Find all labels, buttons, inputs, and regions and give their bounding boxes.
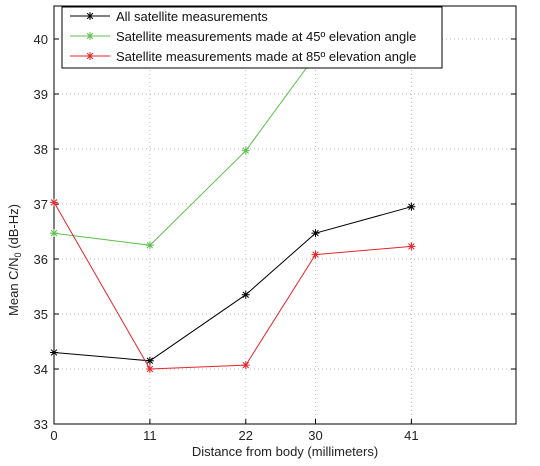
data-point-85deg: [311, 250, 320, 259]
legend-marker-all: [86, 12, 94, 20]
legend-asterisk: [86, 32, 94, 40]
series-lines: [50, 51, 416, 373]
legend-entry-45deg: Satellite measurements made at 45º eleva…: [70, 29, 416, 44]
x-tick-label: 22: [239, 428, 253, 443]
data-point-all-d2: [50, 349, 58, 356]
data-point-all: [407, 202, 416, 211]
y-tick-label: 34: [34, 362, 48, 377]
series-line-45deg: [53, 54, 412, 246]
data-point-85deg-d2: [408, 243, 415, 250]
data-point-all: [145, 356, 154, 365]
y-axis-label: Mean C/N0 (dB-Hz): [6, 204, 23, 316]
y-tick-label: 39: [34, 87, 48, 102]
y-axis-label-main: Mean C/N: [6, 257, 21, 316]
data-point-85deg-d2: [50, 199, 58, 206]
y-tick-label: 35: [34, 307, 48, 322]
data-point-85deg-d2: [312, 251, 319, 258]
data-point-all-d2: [242, 291, 250, 298]
legend-asterisk-d2: [86, 12, 94, 20]
data-point-45deg-d2: [50, 229, 58, 237]
y-tick-label: 33: [34, 417, 48, 432]
data-point-all-d2: [146, 357, 154, 364]
data-point-85deg-d2: [146, 365, 154, 373]
legend: All satellite measurements Satellite mea…: [61, 6, 443, 69]
legend-entry-all: All satellite measurements: [70, 9, 268, 24]
x-tick-label: 41: [404, 428, 418, 443]
legend-asterisk: [86, 52, 94, 60]
x-tick-label: 11: [143, 428, 157, 443]
grid-lines: [54, 6, 516, 424]
data-point-all: [50, 348, 58, 357]
y-tick-label: 36: [34, 252, 48, 267]
legend-label-85deg: Satellite measurements made at 85º eleva…: [116, 49, 416, 64]
y-tick-label: 38: [34, 142, 48, 157]
legend-entry-85deg: Satellite measurements made at 85º eleva…: [70, 49, 416, 64]
data-point-45deg: [50, 229, 58, 238]
data-point-all-d2: [408, 203, 415, 210]
y-tick-label: 37: [34, 197, 48, 212]
y-axis-label-unit: (dB-Hz): [6, 204, 21, 252]
data-point-all-d2: [312, 229, 319, 237]
series-line-85deg: [53, 202, 412, 370]
legend-label-all: All satellite measurements: [116, 9, 268, 24]
legend-box: [61, 6, 443, 69]
data-point-85deg: [407, 242, 416, 251]
x-axis-label: Distance from body (millimeters): [192, 444, 378, 459]
data-point-all: [311, 229, 320, 238]
y-axis-label-subscript: 0: [13, 252, 23, 257]
legend-asterisk-d2: [86, 32, 94, 40]
data-point-45deg: [145, 241, 154, 250]
data-point-all: [241, 290, 250, 299]
legend-label-45deg: Satellite measurements made at 45º eleva…: [116, 29, 416, 44]
series-line-all: [53, 206, 412, 362]
legend-marker-45deg: [86, 32, 94, 40]
y-tick-label: 40: [34, 32, 48, 47]
data-point-85deg: [145, 365, 154, 373]
data-point-45deg-d2: [146, 242, 154, 249]
data-point-85deg: [50, 198, 58, 207]
data-point-85deg: [241, 361, 250, 370]
legend-marker-85deg: [86, 52, 94, 60]
data-point-85deg-d2: [242, 361, 250, 369]
legend-asterisk: [86, 12, 94, 20]
data-point-45deg-d2: [242, 147, 250, 154]
x-tick-label: 30: [308, 428, 322, 443]
data-point-45deg: [241, 146, 250, 155]
legend-asterisk-d2: [86, 52, 94, 60]
axis-ticks: 0 11 22 30 41 33 34 35 36 37 38 39 40: [34, 6, 516, 443]
plot-area: [53, 5, 517, 425]
x-tick-label: 0: [50, 428, 57, 443]
